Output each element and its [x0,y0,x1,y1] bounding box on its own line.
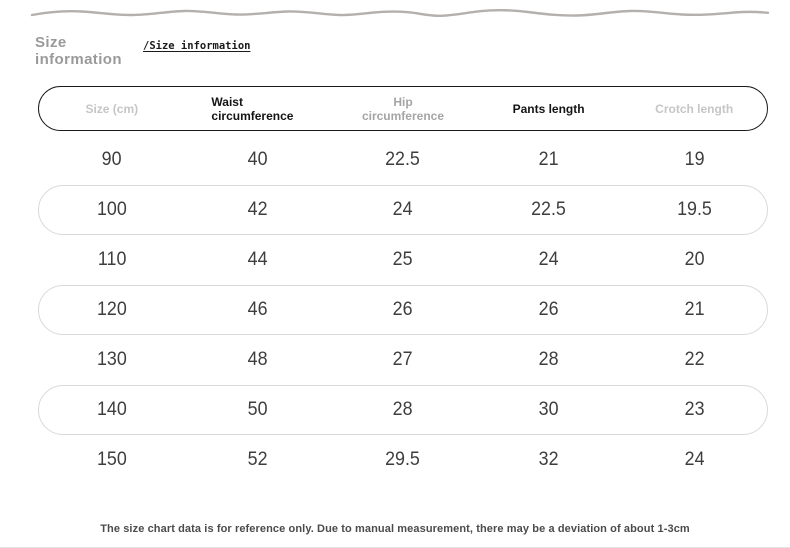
cell-hip: 22.5 [385,149,421,170]
table-row: 120 46 26 26 21 [38,285,768,335]
cell-waist: 50 [247,399,268,420]
table-row: 100 42 24 22.5 19.5 [38,185,768,235]
cell-waist: 40 [247,149,268,170]
size-table: Size (cm) Waist circumference Hip circum… [38,86,768,485]
cell-pants: 28 [538,349,559,370]
cell-pants: 30 [538,399,559,420]
table-header-row: Size (cm) Waist circumference Hip circum… [38,86,768,131]
cell-waist: 52 [247,449,268,470]
cell-size: 150 [96,449,127,470]
column-header-pants: Pants length [512,101,585,116]
cell-crotch: 23 [684,399,705,420]
cell-hip: 24 [393,199,413,220]
cell-pants: 21 [538,149,559,170]
cell-crotch: 21 [684,299,705,320]
cell-pants: 24 [538,249,559,270]
column-header-hip: Hip circumference [361,94,444,123]
cell-crotch: 24 [684,449,705,470]
section-title: Size information [35,34,122,69]
disclaimer-text: The size chart data is for reference onl… [100,523,690,535]
table-row: 110 44 25 24 20 [38,235,768,285]
table-row: 150 52 29.5 32 24 [38,435,768,485]
cell-hip: 29.5 [385,449,421,470]
cell-size: 100 [96,199,127,220]
cell-size: 90 [101,149,122,170]
column-header-size: Size (cm) [85,101,139,116]
section-subtitle: /Size information [143,40,251,52]
cell-hip: 25 [393,249,413,270]
cell-size: 130 [96,349,127,370]
cell-hip: 28 [393,399,413,420]
cell-hip: 26 [393,299,413,320]
cell-hip: 27 [393,349,413,370]
cell-crotch: 20 [684,249,705,270]
table-row: 130 48 27 28 22 [38,335,768,385]
cell-size: 120 [96,299,127,320]
cell-crotch: 19.5 [676,199,712,220]
cell-crotch: 22 [684,349,705,370]
cell-waist: 48 [247,349,268,370]
table-row: 90 40 22.5 21 19 [38,135,768,185]
cell-pants: 26 [538,299,559,320]
cell-waist: 42 [247,199,268,220]
column-header-waist: Waist circumference [211,94,294,123]
column-header-crotch: Crotch length [655,101,734,116]
cell-pants: 22.5 [531,199,566,220]
wavy-divider-line [30,8,770,18]
cell-waist: 46 [247,299,268,320]
cell-waist: 44 [247,249,268,270]
cell-pants: 32 [538,449,559,470]
cell-size: 110 [97,249,127,270]
cell-size: 140 [96,399,127,420]
cell-crotch: 19 [684,149,705,170]
table-row: 140 50 28 30 23 [38,385,768,435]
